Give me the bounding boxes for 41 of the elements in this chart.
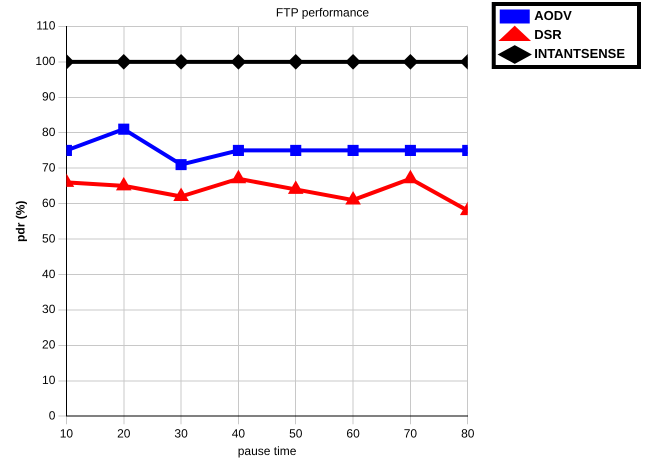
x-axis-title: pause time (238, 444, 297, 458)
y-tick-label: 60 (42, 196, 56, 210)
point (289, 182, 302, 194)
legend-label: DSR (534, 27, 562, 42)
point (290, 144, 302, 156)
y-axis-title: pdr (%) (14, 200, 28, 242)
x-tick-label: 30 (174, 426, 188, 441)
point (174, 189, 188, 201)
point (174, 54, 188, 69)
chart-title: FTP performance (276, 6, 370, 20)
y-tick-label: 110 (36, 18, 56, 33)
x-tick-label: 80 (461, 426, 475, 441)
point (176, 159, 187, 170)
y-tick-label: 70 (42, 160, 56, 174)
x-tick-label: 10 (60, 426, 74, 441)
point (346, 54, 360, 69)
y-tick-label: 80 (42, 125, 56, 140)
y-tick-label: 50 (42, 231, 56, 246)
point (404, 144, 416, 156)
point (348, 144, 359, 156)
point (288, 54, 303, 69)
legend-label: AODV (534, 8, 572, 24)
x-tick-label: 60 (346, 426, 360, 441)
point (116, 54, 131, 69)
y-tick-label: 10 (42, 373, 56, 388)
point (118, 124, 130, 135)
y-tick-label: 30 (42, 302, 56, 316)
point (403, 54, 418, 69)
y-tick-label: 100 (35, 54, 56, 68)
y-tick-label: 40 (42, 266, 56, 281)
point (117, 178, 130, 190)
y-tick-label: 0 (48, 408, 56, 423)
x-tick-label: 40 (232, 426, 246, 441)
point (231, 54, 246, 69)
legend-label: INTANTSENSE (534, 46, 626, 62)
y-tick-label: 20 (42, 338, 56, 352)
point (232, 144, 244, 156)
x-tick-label: 50 (289, 426, 303, 441)
y-tick-label: 90 (42, 90, 56, 104)
x-tick-label: 70 (404, 426, 418, 441)
x-tick-label: 20 (117, 426, 131, 441)
